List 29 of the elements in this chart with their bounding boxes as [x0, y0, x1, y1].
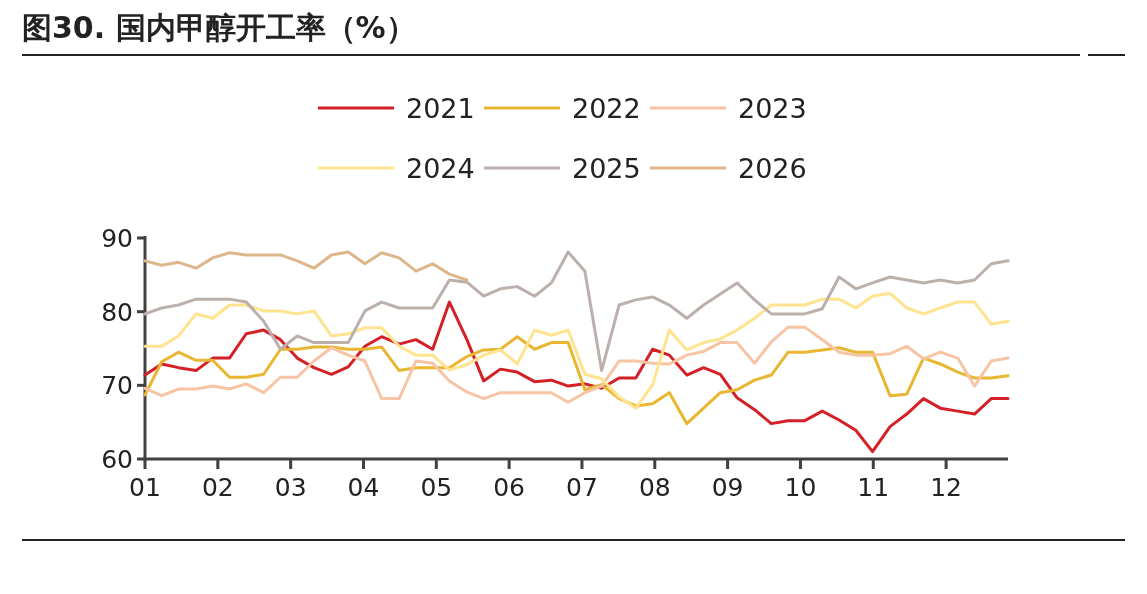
- x-tick-label: 09: [711, 473, 744, 502]
- x-tick-label: 08: [638, 473, 671, 502]
- line-series: [143, 250, 1010, 373]
- x-tick-label: 10: [784, 473, 817, 502]
- x-tick-label: 05: [420, 473, 453, 502]
- line-series: [143, 300, 1010, 454]
- line-series: [143, 335, 1010, 426]
- line-series: [143, 250, 469, 282]
- line-series: [143, 325, 1010, 404]
- legend-label: 2025: [572, 153, 641, 184]
- y-tick-label: 80: [101, 297, 133, 327]
- legend-label: 2023: [738, 93, 807, 124]
- x-tick-label: 06: [493, 473, 526, 502]
- x-tick-label: 12: [930, 473, 962, 502]
- legend-label: 2026: [738, 153, 807, 184]
- x-tick-label: 03: [274, 473, 307, 502]
- y-tick-label: 60: [101, 445, 133, 474]
- chart-title: 图30. 国内甲醇开工率（%）: [22, 10, 416, 45]
- legend-label: 2021: [406, 93, 475, 124]
- x-tick-label: 04: [347, 473, 380, 502]
- x-tick-label: 07: [566, 473, 598, 502]
- x-tick-label: 11: [857, 473, 890, 502]
- line-series: [143, 291, 1010, 410]
- y-tick-label: 70: [101, 371, 133, 401]
- legend-label: 2022: [572, 93, 641, 124]
- y-tick-label: 90: [101, 224, 133, 253]
- x-tick-label: 01: [129, 473, 161, 502]
- legend-label: 2024: [406, 153, 475, 184]
- x-tick-label: 02: [201, 473, 234, 502]
